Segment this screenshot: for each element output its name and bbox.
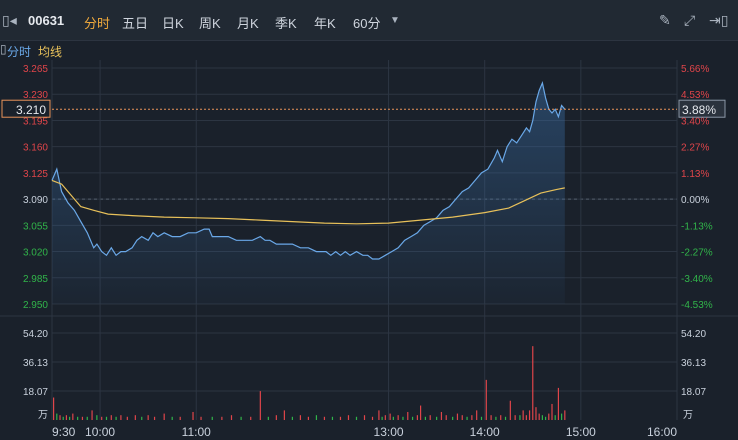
price-tick-label: 3.195 [23,116,48,127]
fullscreen-icon[interactable]: ⤢ [684,12,696,28]
price-tick-label: 3.125 [23,169,48,180]
time-label: 13:00 [374,425,404,439]
legend-price-line: 分时 [7,45,32,59]
crosshair-price-label: 3.210 [16,103,46,117]
tab-daily-k[interactable]: 日K [162,16,184,31]
crosshair: 3.210 3.88% [1,99,726,118]
stock-code: 00631 [28,13,65,28]
sidebar-toggle-icon[interactable]: ▯◂ [2,12,17,28]
pct-tick-label: 1.13% [681,169,709,180]
pencil-icon[interactable]: ✎ [659,12,671,28]
panel-handle-icon[interactable]: ▯ [0,42,7,56]
chart-toolbar: ▯◂ 00631 分时 五日 日K 周K 月K 季K 年K 60分 ▼ ✎ ⤢ … [0,0,738,41]
grid-lines [0,60,738,420]
crosshair-pct-box [678,99,726,118]
tab-weekly-k[interactable]: 周K [199,16,221,31]
time-label: 9:30 [52,425,76,439]
pct-tick-label: -2.27% [681,248,713,259]
axis-labels: 3.265 5.66% 3.230 4.53% 3.195 3.40% 3.160 2.27%… [23,64,713,439]
volume-tick-label-right: 18.07 [681,387,706,398]
pct-tick-label: -1.13% [681,221,713,232]
tab-60min[interactable]: 60分 [353,16,381,31]
time-label: 16:00 [647,425,677,439]
price-tick-label: 3.160 [23,143,48,154]
time-label: 11:00 [182,425,211,439]
volume-unit-label-right: 万 [683,410,693,421]
price-area [52,83,565,304]
price-tick-label: 2.950 [23,300,48,311]
volume-tick-label: 36.13 [23,358,48,369]
price-tick-label: 3.230 [23,90,48,101]
legend-avg-line: 均线 [38,45,63,59]
series-lines [51,81,566,260]
tab-yearly-k[interactable]: 年K [314,16,336,31]
volume-tick-label: 18.07 [23,387,48,398]
dropdown-arrow-icon[interactable]: ▼ [390,15,400,26]
pct-tick-label: -3.40% [681,274,713,285]
collapse-right-icon[interactable]: ⇥▯ [709,12,729,28]
volume-tick-label-right: 54.20 [681,329,706,340]
price-area-fill [52,83,565,304]
pct-tick-label: 3.40% [681,116,709,127]
time-label: 15:00 [566,425,596,439]
pct-tick-label: -4.53% [681,300,713,311]
pct-tick-label: 0.00% [681,195,709,206]
crosshair-price-box [1,99,51,118]
tab-monthly-k[interactable]: 月K [237,16,259,31]
pct-tick-label: 4.53% [681,90,709,101]
price-tick-label: 3.020 [23,248,48,259]
time-label: 14:00 [470,425,500,439]
time-label: 10:00 [85,425,115,439]
price-tick-label: 3.055 [23,221,48,232]
pct-tick-label: 2.27% [681,143,709,154]
tab-quarterly-k[interactable]: 季K [275,16,297,31]
price-line [51,81,566,260]
volume-bars [53,346,566,420]
crosshair-pct-label: 3.88% [682,103,716,117]
avg-line [51,179,565,225]
volume-tick-label-right: 36.13 [681,358,706,369]
tab-intraday[interactable]: 分时 [84,16,111,31]
price-tick-label: 2.985 [23,274,48,285]
price-tick-label: 3.090 [23,195,48,206]
tab-five-day[interactable]: 五日 [122,16,149,31]
pct-tick-label: 5.66% [681,64,709,75]
price-tick-label: 3.265 [23,64,48,75]
volume-unit-label: 万 [38,410,48,421]
volume-tick-label: 54.20 [23,329,48,340]
